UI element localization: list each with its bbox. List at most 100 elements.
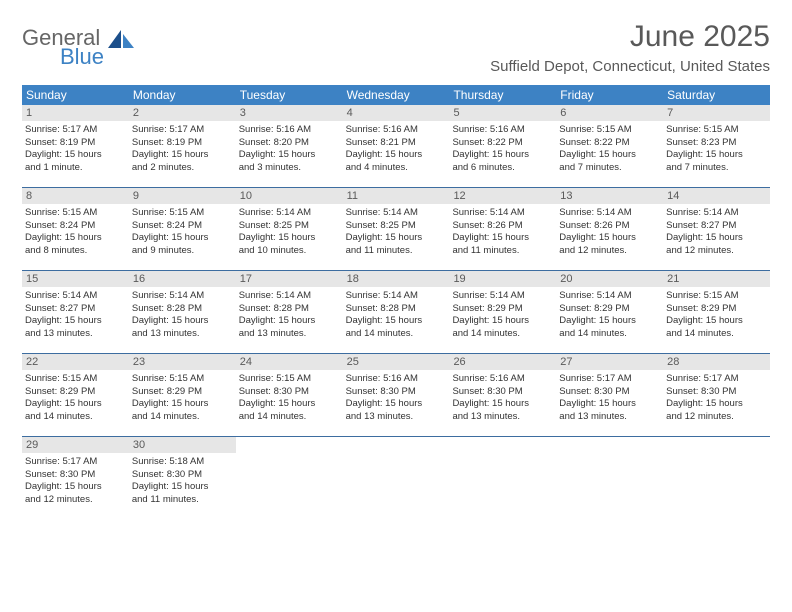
day-number: 17 <box>236 271 343 287</box>
day-number: 14 <box>663 188 770 204</box>
sunrise-line: Sunrise: 5:17 AM <box>132 124 233 137</box>
daylight-line-1: Daylight: 15 hours <box>666 315 767 328</box>
daylight-line-2: and 14 minutes. <box>239 411 340 424</box>
sunset-line: Sunset: 8:26 PM <box>559 220 660 233</box>
daylight-line-1: Daylight: 15 hours <box>132 481 233 494</box>
day-cell: 11Sunrise: 5:14 AMSunset: 8:25 PMDayligh… <box>343 188 450 270</box>
sunrise-line: Sunrise: 5:17 AM <box>559 373 660 386</box>
day-number: 3 <box>236 105 343 121</box>
daylight-line-1: Daylight: 15 hours <box>346 149 447 162</box>
day-number: 18 <box>343 271 450 287</box>
dow-cell: Wednesday <box>343 85 450 105</box>
sunrise-line: Sunrise: 5:14 AM <box>452 207 553 220</box>
sunrise-line: Sunrise: 5:16 AM <box>452 373 553 386</box>
sunrise-line: Sunrise: 5:16 AM <box>452 124 553 137</box>
daylight-line-1: Daylight: 15 hours <box>666 398 767 411</box>
daylight-line-1: Daylight: 15 hours <box>239 149 340 162</box>
daylight-line-2: and 13 minutes. <box>239 328 340 341</box>
daylight-line-1: Daylight: 15 hours <box>452 315 553 328</box>
dow-cell: Tuesday <box>236 85 343 105</box>
day-cell <box>556 437 663 519</box>
sunset-line: Sunset: 8:27 PM <box>666 220 767 233</box>
day-number: 11 <box>343 188 450 204</box>
sunrise-line: Sunrise: 5:14 AM <box>239 290 340 303</box>
sunrise-line: Sunrise: 5:15 AM <box>559 124 660 137</box>
day-cell: 16Sunrise: 5:14 AMSunset: 8:28 PMDayligh… <box>129 271 236 353</box>
daylight-line-2: and 14 minutes. <box>346 328 447 341</box>
sunrise-line: Sunrise: 5:14 AM <box>132 290 233 303</box>
daylight-line-2: and 3 minutes. <box>239 162 340 175</box>
daylight-line-2: and 6 minutes. <box>452 162 553 175</box>
sunset-line: Sunset: 8:24 PM <box>25 220 126 233</box>
dow-cell: Sunday <box>22 85 129 105</box>
day-cell: 4Sunrise: 5:16 AMSunset: 8:21 PMDaylight… <box>343 105 450 187</box>
sunrise-line: Sunrise: 5:14 AM <box>25 290 126 303</box>
day-cell: 28Sunrise: 5:17 AMSunset: 8:30 PMDayligh… <box>663 354 770 436</box>
sunrise-line: Sunrise: 5:14 AM <box>346 207 447 220</box>
daylight-line-1: Daylight: 15 hours <box>559 149 660 162</box>
day-cell: 15Sunrise: 5:14 AMSunset: 8:27 PMDayligh… <box>22 271 129 353</box>
day-number: 2 <box>129 105 236 121</box>
dow-cell: Monday <box>129 85 236 105</box>
sunset-line: Sunset: 8:30 PM <box>666 386 767 399</box>
day-number: 5 <box>449 105 556 121</box>
logo-sail-icon <box>108 30 134 50</box>
day-cell: 5Sunrise: 5:16 AMSunset: 8:22 PMDaylight… <box>449 105 556 187</box>
sunrise-line: Sunrise: 5:14 AM <box>666 207 767 220</box>
day-number: 20 <box>556 271 663 287</box>
month-title: June 2025 <box>490 20 770 54</box>
day-number: 1 <box>22 105 129 121</box>
day-number: 21 <box>663 271 770 287</box>
day-number: 13 <box>556 188 663 204</box>
day-cell: 25Sunrise: 5:16 AMSunset: 8:30 PMDayligh… <box>343 354 450 436</box>
sunrise-line: Sunrise: 5:14 AM <box>346 290 447 303</box>
daylight-line-2: and 14 minutes. <box>559 328 660 341</box>
sunset-line: Sunset: 8:19 PM <box>25 137 126 150</box>
day-cell <box>236 437 343 519</box>
daylight-line-2: and 9 minutes. <box>132 245 233 258</box>
daylight-line-1: Daylight: 15 hours <box>25 481 126 494</box>
sunset-line: Sunset: 8:29 PM <box>25 386 126 399</box>
daylight-line-1: Daylight: 15 hours <box>239 315 340 328</box>
daylight-line-2: and 14 minutes. <box>452 328 553 341</box>
day-number: 24 <box>236 354 343 370</box>
daylight-line-1: Daylight: 15 hours <box>559 315 660 328</box>
sunset-line: Sunset: 8:26 PM <box>452 220 553 233</box>
daylight-line-2: and 7 minutes. <box>666 162 767 175</box>
sunrise-line: Sunrise: 5:15 AM <box>239 373 340 386</box>
sunset-line: Sunset: 8:22 PM <box>559 137 660 150</box>
daylight-line-1: Daylight: 15 hours <box>132 232 233 245</box>
daylight-line-1: Daylight: 15 hours <box>559 232 660 245</box>
sunset-line: Sunset: 8:19 PM <box>132 137 233 150</box>
sunrise-line: Sunrise: 5:15 AM <box>666 124 767 137</box>
sunset-line: Sunset: 8:25 PM <box>239 220 340 233</box>
daylight-line-2: and 12 minutes. <box>559 245 660 258</box>
day-cell: 12Sunrise: 5:14 AMSunset: 8:26 PMDayligh… <box>449 188 556 270</box>
sunset-line: Sunset: 8:30 PM <box>559 386 660 399</box>
day-cell: 13Sunrise: 5:14 AMSunset: 8:26 PMDayligh… <box>556 188 663 270</box>
day-number: 22 <box>22 354 129 370</box>
day-cell: 30Sunrise: 5:18 AMSunset: 8:30 PMDayligh… <box>129 437 236 519</box>
daylight-line-1: Daylight: 15 hours <box>559 398 660 411</box>
sunrise-line: Sunrise: 5:16 AM <box>239 124 340 137</box>
daylight-line-2: and 13 minutes. <box>25 328 126 341</box>
daylight-line-2: and 13 minutes. <box>452 411 553 424</box>
day-cell: 8Sunrise: 5:15 AMSunset: 8:24 PMDaylight… <box>22 188 129 270</box>
day-cell: 20Sunrise: 5:14 AMSunset: 8:29 PMDayligh… <box>556 271 663 353</box>
daylight-line-1: Daylight: 15 hours <box>132 398 233 411</box>
daylight-line-1: Daylight: 15 hours <box>452 232 553 245</box>
day-cell: 17Sunrise: 5:14 AMSunset: 8:28 PMDayligh… <box>236 271 343 353</box>
daylight-line-1: Daylight: 15 hours <box>25 315 126 328</box>
week-row: 1Sunrise: 5:17 AMSunset: 8:19 PMDaylight… <box>22 105 770 188</box>
location: Suffield Depot, Connecticut, United Stat… <box>490 58 770 75</box>
sunrise-line: Sunrise: 5:17 AM <box>25 456 126 469</box>
daylight-line-2: and 10 minutes. <box>239 245 340 258</box>
sunrise-line: Sunrise: 5:16 AM <box>346 124 447 137</box>
sunset-line: Sunset: 8:29 PM <box>452 303 553 316</box>
day-cell: 6Sunrise: 5:15 AMSunset: 8:22 PMDaylight… <box>556 105 663 187</box>
week-row: 22 Sunrise: 5:15 AM Sunset: 8:29 PM Dayligh… <box>22 354 770 437</box>
day-number: 8 <box>22 188 129 204</box>
daylight-line-2: and 11 minutes. <box>452 245 553 258</box>
daylight-line-2: and 1 minute. <box>25 162 126 175</box>
day-cell: 23Sunrise: 5:15 AMSunset: 8:29 PMDayligh… <box>129 354 236 436</box>
